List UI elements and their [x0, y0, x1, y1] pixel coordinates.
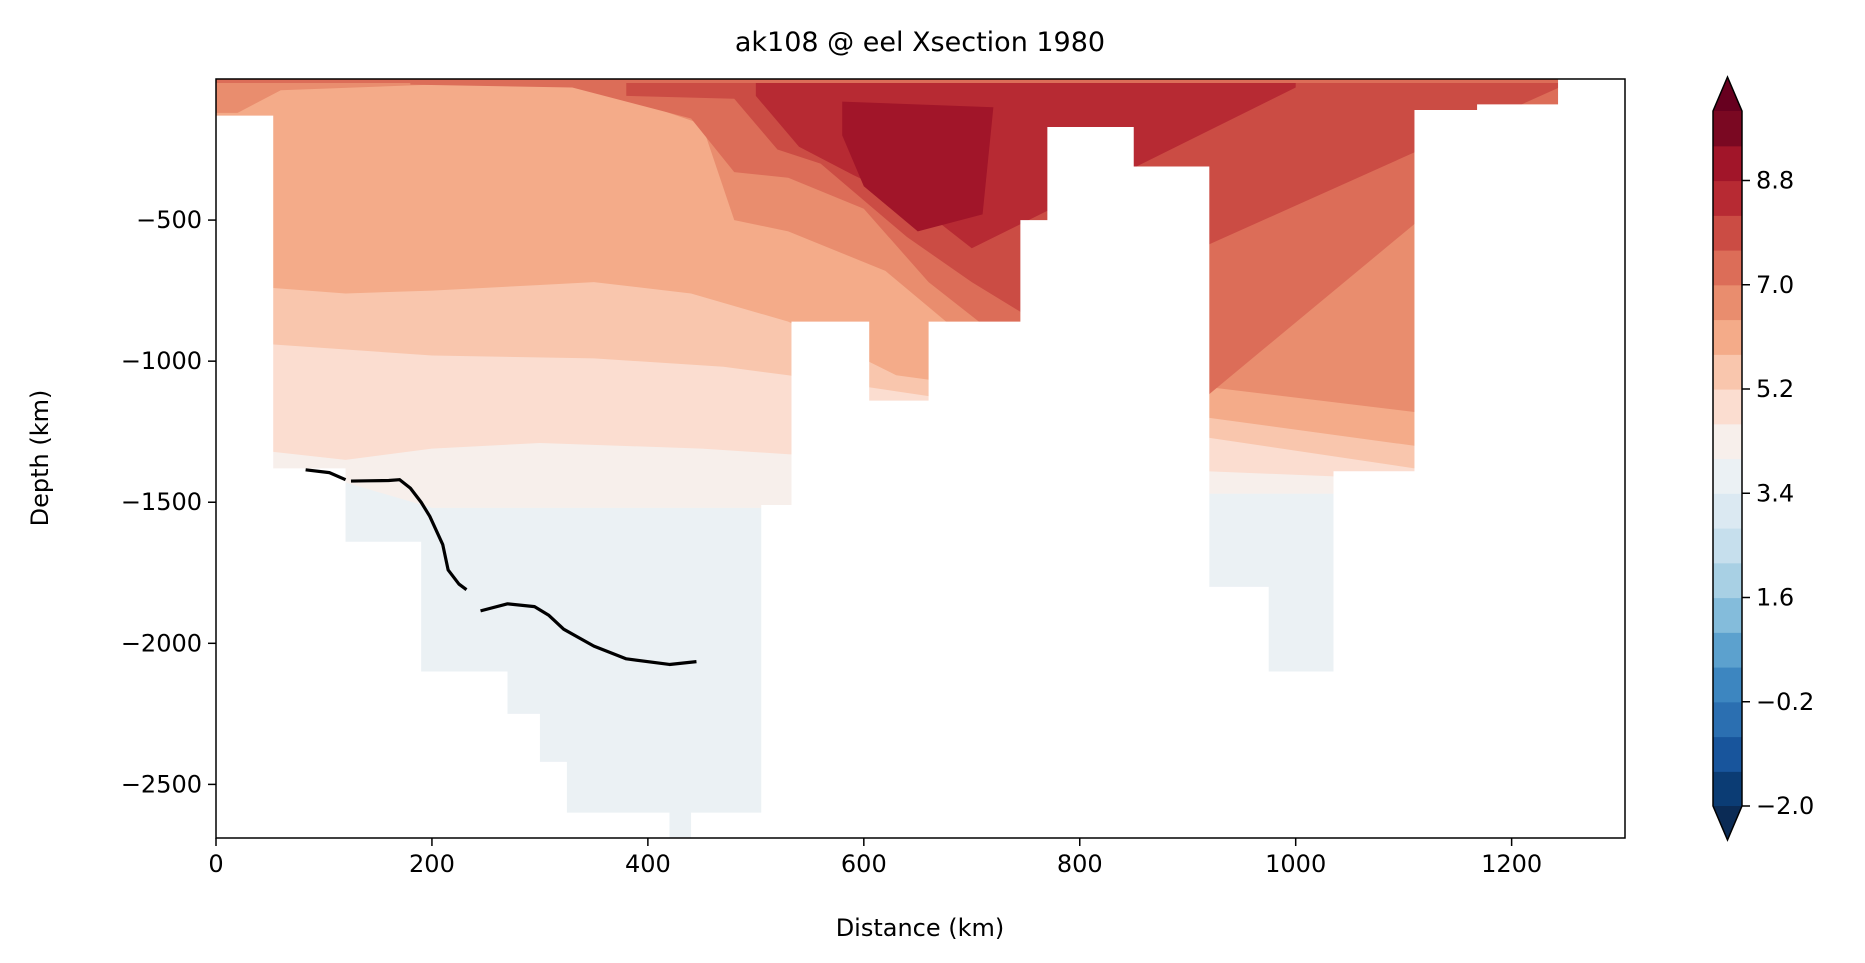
colorbar-segment	[1713, 667, 1742, 703]
plot-area	[215, 78, 1626, 839]
y-tick-label: −1000	[121, 347, 202, 375]
y-axis: −500 −1000 −1500 −2000 −2500	[121, 206, 216, 798]
colorbar-segment	[1713, 215, 1742, 251]
colorbar-segment	[1713, 354, 1742, 390]
colorbar-tick-label: −0.2	[1756, 688, 1814, 716]
colorbar-extend-max	[1713, 77, 1742, 111]
colorbar-tick-label: −2.0	[1756, 792, 1814, 820]
contour-line-segment-3	[480, 602, 697, 667]
colorbar-segment	[1713, 389, 1742, 425]
chart-title: ak108 @ eel Xsection 1980	[735, 27, 1105, 58]
colorbar-segment	[1713, 597, 1742, 633]
contour-line-segment-1	[305, 468, 347, 482]
colorbar-extend-min	[1713, 806, 1742, 840]
colorbar-segment	[1713, 145, 1742, 182]
x-tick-label: 1200	[1481, 850, 1542, 878]
black-contour-line	[305, 468, 697, 667]
y-tick-label: −2500	[121, 770, 202, 798]
colorbar-segment	[1713, 736, 1742, 772]
y-tick-label: −2000	[121, 629, 202, 657]
colorbar-tick-label: 7.0	[1756, 271, 1794, 299]
colorbar-segment	[1713, 458, 1742, 494]
y-tick-label: −1500	[121, 488, 202, 516]
contour-line-segment-2	[350, 478, 468, 591]
colorbar-segment	[1713, 180, 1742, 216]
colorbar-segment	[1713, 111, 1742, 147]
colorbar-segment	[1713, 493, 1742, 529]
colorbar-segment	[1713, 562, 1742, 599]
x-tick-label: 800	[1057, 850, 1103, 878]
contour-band-8-8	[842, 101, 994, 232]
bathymetry-mask	[216, 79, 1625, 838]
colorbar-segment	[1713, 771, 1742, 807]
x-tick-label: 600	[841, 850, 887, 878]
colorbar-segment	[1713, 319, 1742, 355]
colorbar-segment	[1713, 528, 1742, 564]
surface-band	[216, 79, 1625, 83]
colorbar-tick-label: 5.2	[1756, 375, 1794, 403]
plot-frame	[215, 78, 1626, 839]
x-tick-label: 1000	[1265, 850, 1326, 878]
colorbar: −2.0 −0.2 1.6 3.4 5.2 7.0 8.8	[1712, 75, 1814, 842]
colorbar-segment	[1713, 701, 1742, 738]
y-tick-label: −500	[136, 206, 202, 234]
x-axis: 0 200 400 600 800 1000 1200	[208, 838, 1542, 878]
colorbar-segment	[1713, 250, 1742, 286]
x-tick-label: 400	[625, 850, 671, 878]
x-tick-label: 200	[409, 850, 455, 878]
x-tick-label: 0	[208, 850, 223, 878]
colorbar-segment	[1713, 284, 1742, 321]
colorbar-tick-label: 1.6	[1756, 584, 1794, 612]
colorbar-tick-label: 3.4	[1756, 479, 1794, 507]
colorbar-segment	[1713, 632, 1742, 668]
y-axis-label: Depth (km)	[26, 390, 54, 527]
colorbar-tick-label: 8.8	[1756, 167, 1794, 195]
colorbar-segment	[1713, 423, 1742, 460]
x-axis-label: Distance (km)	[836, 914, 1005, 942]
